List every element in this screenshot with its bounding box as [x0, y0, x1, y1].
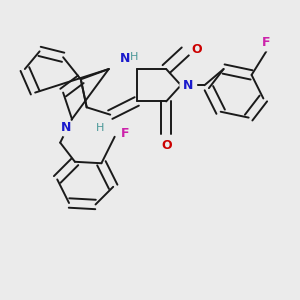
Text: N: N [183, 79, 194, 92]
Circle shape [117, 126, 133, 142]
Text: H: H [96, 123, 104, 133]
Text: F: F [121, 127, 129, 140]
Text: F: F [262, 36, 271, 49]
Circle shape [114, 50, 130, 67]
Text: N: N [61, 122, 71, 134]
Circle shape [258, 34, 274, 51]
Text: N: N [120, 52, 130, 65]
Circle shape [58, 120, 74, 136]
Circle shape [158, 137, 174, 154]
Circle shape [180, 77, 196, 94]
Text: O: O [161, 139, 172, 152]
Text: H: H [130, 52, 138, 62]
Text: O: O [192, 44, 203, 56]
Circle shape [112, 51, 126, 64]
Circle shape [189, 42, 206, 58]
Circle shape [94, 122, 106, 134]
